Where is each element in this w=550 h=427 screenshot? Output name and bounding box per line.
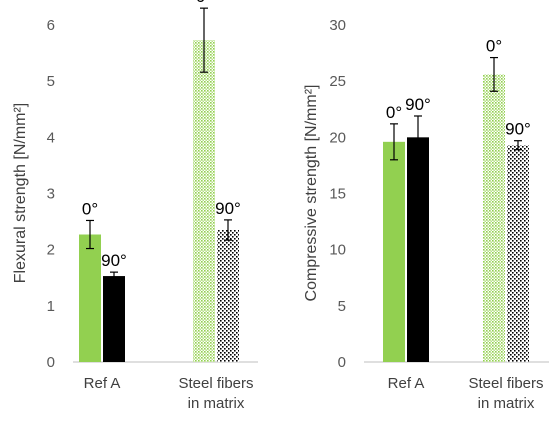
y-tick-label: 25 — [329, 73, 346, 90]
y-tick-label: 5 — [338, 298, 346, 315]
bar — [217, 230, 239, 362]
bar-angle-label: 0° — [486, 37, 502, 56]
compressive-y-ticks: 0 5 10 15 20 25 30 — [329, 17, 346, 371]
y-tick-label: 3 — [47, 186, 55, 203]
compressive-bars: 0° 90°0°90° — [383, 37, 531, 362]
category-label: Ref A — [388, 375, 425, 392]
flexural-ylabel: Flexural strength [N/mm²] — [12, 103, 29, 283]
compressive-chart: Compressive strength [N/mm²] 0 5 10 15 20 25 3… — [303, 17, 549, 412]
bar — [103, 276, 125, 362]
y-tick-label: 30 — [329, 17, 346, 34]
bar — [383, 141, 405, 362]
y-tick-label: 10 — [329, 242, 346, 259]
flexural-y-ticks: 0 1 2 3 4 5 6 — [47, 17, 55, 371]
bar-angle-label: 0° — [196, 0, 212, 6]
bar-angle-label: 0° — [386, 103, 402, 122]
y-tick-label: 0 — [338, 354, 346, 371]
bar-angle-label: 90° — [505, 120, 531, 139]
y-tick-label: 0 — [47, 354, 55, 371]
y-tick-label: 5 — [47, 73, 55, 90]
category-label: Steel fibers — [178, 375, 253, 392]
flexural-bars: 0° 90° 0° 90° — [79, 0, 241, 362]
bar — [507, 145, 529, 362]
y-tick-label: 1 — [47, 298, 55, 315]
bar — [193, 40, 215, 362]
compressive-ylabel: Compressive strength [N/mm²] — [303, 85, 320, 302]
y-tick-label: 4 — [47, 129, 55, 146]
y-tick-label: 2 — [47, 242, 55, 259]
category-label: in matrix — [188, 395, 245, 412]
category-label: Steel fibers — [468, 375, 543, 392]
category-label: Ref A — [84, 375, 121, 392]
y-tick-label: 6 — [47, 17, 55, 34]
bar — [79, 234, 101, 362]
bar-angle-label: 90° — [101, 251, 127, 270]
compressive-categories: Ref A Steel fibers in matrix — [388, 375, 544, 412]
category-label: in matrix — [478, 395, 535, 412]
y-tick-label: 20 — [329, 129, 346, 146]
bar — [407, 137, 429, 362]
bar-angle-label: 0° — [82, 199, 98, 218]
flexural-categories: Ref A Steel fibers in matrix — [84, 375, 254, 412]
bar-angle-label: 90° — [215, 199, 241, 218]
bar — [483, 74, 505, 362]
bar-angle-label: 90° — [405, 95, 431, 114]
y-tick-label: 15 — [329, 186, 346, 203]
